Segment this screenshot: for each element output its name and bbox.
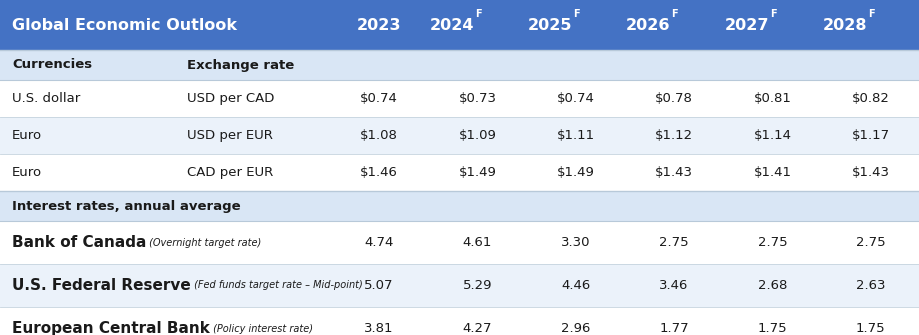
Text: 2.75: 2.75 (855, 236, 885, 249)
Text: 3.81: 3.81 (364, 322, 393, 335)
Text: $0.74: $0.74 (360, 92, 398, 105)
Text: Currencies: Currencies (12, 59, 92, 71)
Text: $0.82: $0.82 (851, 92, 889, 105)
Text: Global Economic Outlook: Global Economic Outlook (12, 17, 237, 32)
Text: $1.11: $1.11 (556, 129, 595, 142)
Text: 4.27: 4.27 (462, 322, 492, 335)
Text: 5.07: 5.07 (364, 279, 393, 292)
Bar (0, 50, 919, 80)
Bar (0, 80, 919, 117)
Text: $1.41: $1.41 (753, 166, 790, 179)
Bar (0, 117, 919, 154)
Text: F: F (474, 9, 481, 19)
Text: $0.78: $0.78 (654, 92, 692, 105)
Text: European Central Bank: European Central Bank (12, 321, 210, 335)
Bar (0, 221, 919, 264)
Text: 2.75: 2.75 (757, 236, 787, 249)
Text: Euro: Euro (12, 166, 42, 179)
Text: 3.30: 3.30 (561, 236, 590, 249)
Text: $1.43: $1.43 (851, 166, 889, 179)
Text: 1.75: 1.75 (757, 322, 787, 335)
Text: 2026: 2026 (625, 17, 670, 32)
Text: $1.17: $1.17 (851, 129, 889, 142)
Text: Interest rates, annual average: Interest rates, annual average (12, 200, 241, 212)
Text: 2028: 2028 (822, 17, 867, 32)
Text: (Overnight target rate): (Overnight target rate) (146, 238, 261, 248)
Text: 2025: 2025 (528, 17, 572, 32)
Text: 2023: 2023 (357, 17, 401, 32)
Text: 4.61: 4.61 (462, 236, 492, 249)
Text: 2.75: 2.75 (659, 236, 688, 249)
Text: 2.63: 2.63 (856, 279, 885, 292)
Text: 2.96: 2.96 (561, 322, 590, 335)
Text: 2024: 2024 (429, 17, 473, 32)
Text: $1.43: $1.43 (654, 166, 692, 179)
Text: $0.73: $0.73 (458, 92, 496, 105)
Bar (0, 154, 919, 191)
Bar (0, 191, 919, 221)
Text: $1.09: $1.09 (458, 129, 496, 142)
Text: $0.74: $0.74 (556, 92, 594, 105)
Text: 5.29: 5.29 (462, 279, 492, 292)
Text: $1.46: $1.46 (360, 166, 398, 179)
Text: F: F (671, 9, 677, 19)
Text: 2027: 2027 (723, 17, 768, 32)
Bar (0, 264, 919, 307)
Text: 4.74: 4.74 (364, 236, 393, 249)
Text: U.S. dollar: U.S. dollar (12, 92, 80, 105)
Text: $1.49: $1.49 (458, 166, 496, 179)
Text: F: F (769, 9, 776, 19)
Text: 3.46: 3.46 (659, 279, 688, 292)
Text: 1.77: 1.77 (659, 322, 688, 335)
Text: CAD per EUR: CAD per EUR (187, 166, 273, 179)
Text: $1.08: $1.08 (360, 129, 398, 142)
Text: $1.14: $1.14 (753, 129, 790, 142)
Text: 1.75: 1.75 (855, 322, 885, 335)
Text: Exchange rate: Exchange rate (187, 59, 294, 71)
Text: Bank of Canada: Bank of Canada (12, 235, 146, 250)
Bar (0, 0, 919, 50)
Text: $1.12: $1.12 (654, 129, 693, 142)
Text: U.S. Federal Reserve: U.S. Federal Reserve (12, 278, 190, 293)
Text: USD per CAD: USD per CAD (187, 92, 274, 105)
Text: 4.46: 4.46 (561, 279, 590, 292)
Bar (0, 307, 919, 335)
Text: $1.49: $1.49 (556, 166, 594, 179)
Text: USD per EUR: USD per EUR (187, 129, 273, 142)
Text: F: F (868, 9, 874, 19)
Text: $0.81: $0.81 (753, 92, 790, 105)
Text: F: F (573, 9, 579, 19)
Text: 2.68: 2.68 (757, 279, 787, 292)
Text: Euro: Euro (12, 129, 42, 142)
Text: (Policy interest rate): (Policy interest rate) (210, 324, 312, 334)
Text: (Fed funds target rate – Mid-point): (Fed funds target rate – Mid-point) (190, 280, 362, 290)
